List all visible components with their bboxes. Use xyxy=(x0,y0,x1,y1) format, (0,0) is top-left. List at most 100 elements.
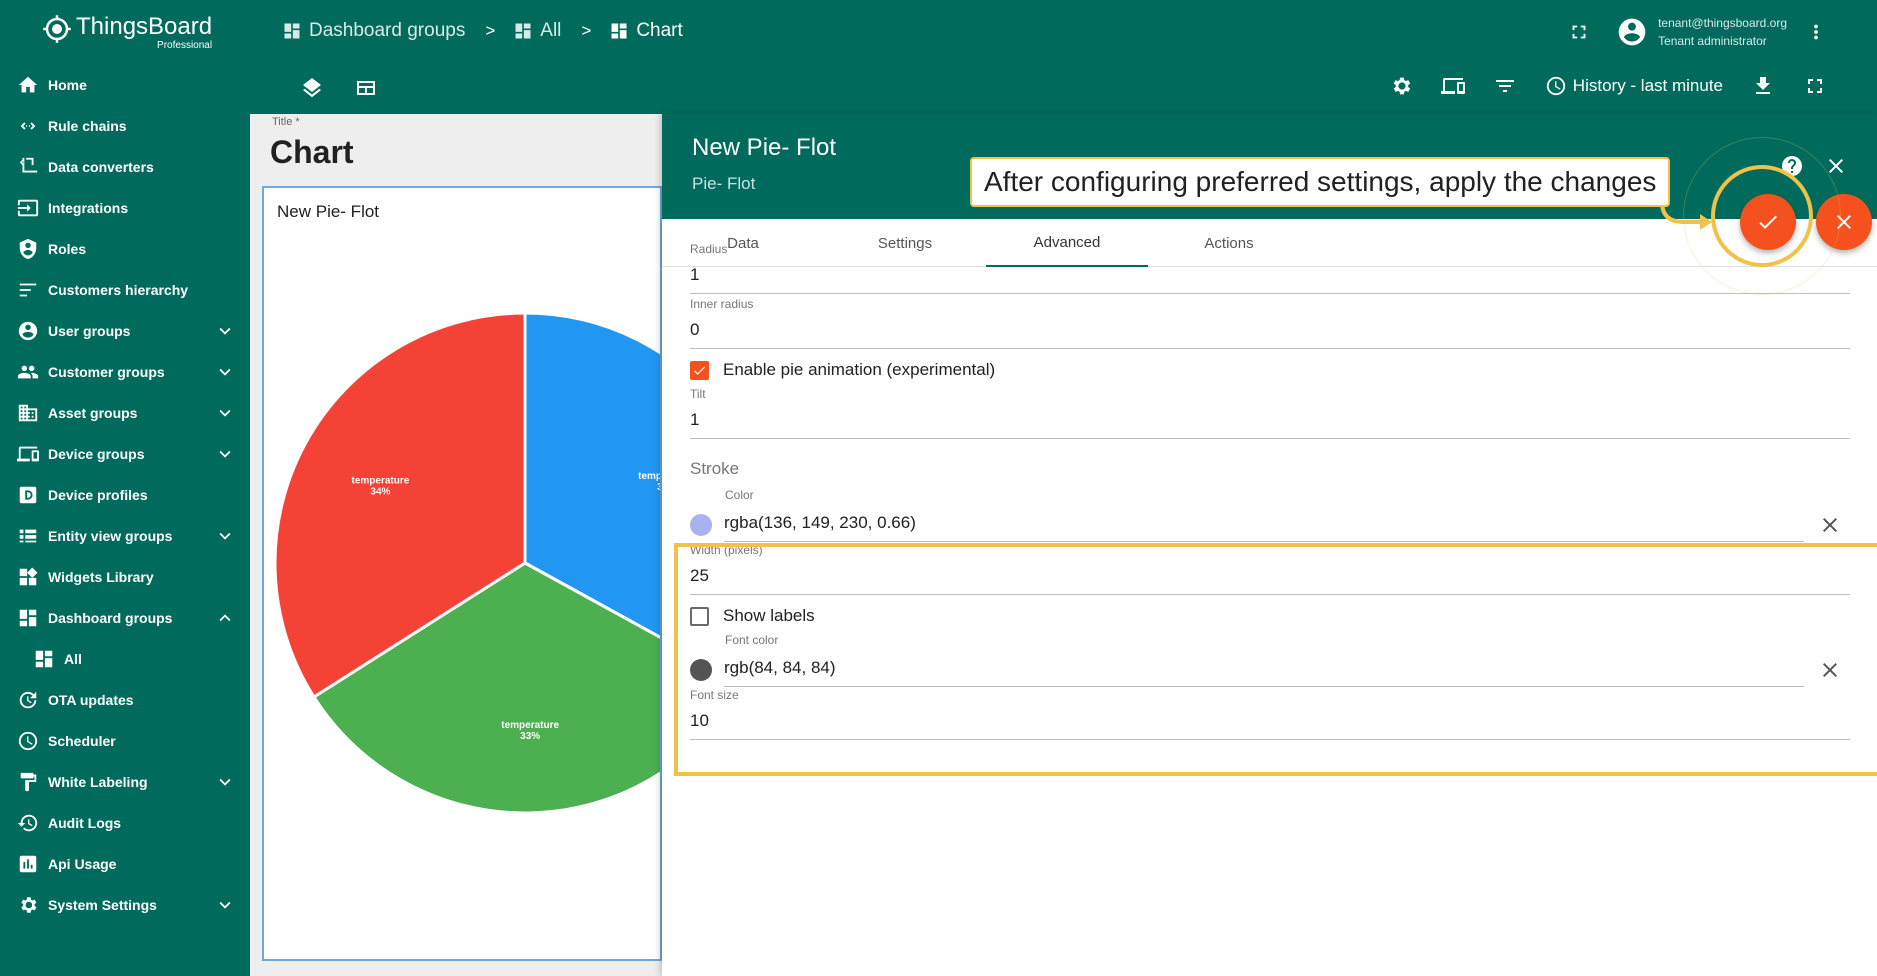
fullscreen-icon[interactable] xyxy=(1568,21,1590,43)
sidebar-item-white-labeling[interactable]: White Labeling xyxy=(0,761,250,802)
breadcrumb-label: All xyxy=(540,20,562,41)
checkbox-unchecked[interactable] xyxy=(690,606,709,626)
breadcrumb-dashboard-groups[interactable]: Dashboard groups xyxy=(282,20,465,42)
stroke-width-input[interactable]: 25 xyxy=(690,566,1850,595)
tilt-input[interactable]: 1 xyxy=(690,410,1850,439)
clear-icon[interactable] xyxy=(1818,513,1842,537)
layers-icon[interactable] xyxy=(300,76,324,100)
sidebar-item-customer-groups[interactable]: Customer groups xyxy=(0,351,250,392)
ota-updates-icon xyxy=(16,688,40,712)
account-circle-icon[interactable] xyxy=(1616,16,1648,48)
sidebar-item-user-groups[interactable]: User groups xyxy=(0,310,250,351)
dashboard-title-label: Title * xyxy=(272,116,300,128)
sidebar-item-rule-chains[interactable]: Rule chains xyxy=(0,105,250,146)
stroke-color-field[interactable]: Color rgba(136, 149, 230, 0.66) xyxy=(690,488,1850,542)
chevron-up-icon[interactable] xyxy=(214,607,236,629)
inner-radius-input[interactable]: 0 xyxy=(690,320,1850,349)
filter-icon[interactable] xyxy=(1493,74,1517,98)
chevron-down-icon[interactable] xyxy=(214,320,236,342)
history-timewindow[interactable]: History - last minute xyxy=(1545,75,1723,97)
fullscreen-icon[interactable] xyxy=(1803,74,1827,98)
tilt-label: Tilt xyxy=(690,387,706,401)
brand-sub: Professional xyxy=(157,40,213,51)
font-size-input[interactable]: 10 xyxy=(690,711,1850,740)
stroke-color-swatch[interactable] xyxy=(690,513,712,536)
font-color-input[interactable]: rgb(84, 84, 84) xyxy=(724,652,1804,687)
breadcrumb-chart: Chart xyxy=(609,20,683,42)
tilt-field[interactable]: Tilt 1 xyxy=(690,387,1850,439)
sidebar-item-system-settings[interactable]: System Settings xyxy=(0,884,250,925)
home-icon xyxy=(16,73,40,97)
chevron-down-icon[interactable] xyxy=(214,771,236,793)
sidebar-item-dashboard-groups[interactable]: Dashboard groups xyxy=(0,597,250,638)
chevron-down-icon[interactable] xyxy=(214,894,236,916)
highlight-ring-outer xyxy=(1683,137,1841,295)
font-color-swatch[interactable] xyxy=(690,658,712,681)
font-size-label: Font size xyxy=(690,688,739,702)
tab-advanced[interactable]: Advanced xyxy=(986,219,1148,267)
sidebar-item-entity-view-groups[interactable]: Entity view groups xyxy=(0,515,250,556)
pie-widget[interactable]: temperature33%temperature33%temperature3… xyxy=(262,186,662,961)
sidebar-item-label: User groups xyxy=(48,322,131,339)
sidebar-item-audit-logs[interactable]: Audit Logs xyxy=(0,802,250,843)
sidebar-item-customers-hierarchy[interactable]: Customers hierarchy xyxy=(0,269,250,310)
more-vert-icon[interactable] xyxy=(1805,21,1827,43)
asset-groups-icon xyxy=(16,401,40,425)
show-labels-checkbox[interactable]: Show labels xyxy=(690,606,815,626)
sidebar-item-ota-updates[interactable]: OTA updates xyxy=(0,679,250,720)
settings-icon[interactable] xyxy=(1389,74,1413,98)
sidebar-item-roles[interactable]: Roles xyxy=(0,228,250,269)
breadcrumb-label: Chart xyxy=(636,20,683,41)
integrations-icon xyxy=(16,196,40,220)
chevron-down-icon[interactable] xyxy=(214,443,236,465)
radius-field[interactable]: Radius 1 xyxy=(690,242,1850,294)
pie-slice-percent-1: 33% xyxy=(520,731,540,742)
sidebar-item-label: Integrations xyxy=(48,199,129,216)
font-size-field[interactable]: Font size 10 xyxy=(690,688,1850,740)
dashboard-groups-icon xyxy=(16,606,40,630)
sidebar: ThingsBoard Professional Home Rule chains… xyxy=(0,0,250,976)
pie-animation-checkbox[interactable]: Enable pie animation (experimental) xyxy=(690,360,995,380)
clear-icon[interactable] xyxy=(1818,658,1842,682)
sidebar-item-widgets-library[interactable]: Widgets Library xyxy=(0,556,250,597)
sidebar-item-label: Scheduler xyxy=(48,732,116,749)
checkbox-checked[interactable] xyxy=(690,360,709,380)
sidebar-item-device-profiles[interactable]: Device profiles xyxy=(0,474,250,515)
sidebar-item-all[interactable]: All xyxy=(0,638,250,679)
sidebar-item-scheduler[interactable]: Scheduler xyxy=(0,720,250,761)
sidebar-item-data-converters[interactable]: Data converters xyxy=(0,146,250,187)
chevron-down-icon[interactable] xyxy=(214,361,236,383)
stroke-color-input[interactable]: rgba(136, 149, 230, 0.66) xyxy=(724,507,1804,542)
radius-input[interactable]: 1 xyxy=(690,265,1850,294)
sidebar-item-integrations[interactable]: Integrations xyxy=(0,187,250,228)
devices-icon[interactable] xyxy=(1440,74,1465,98)
pie-slice-0[interactable] xyxy=(273,311,527,700)
dashboard-title[interactable]: Chart xyxy=(270,134,354,170)
tab-settings[interactable]: Settings xyxy=(877,234,933,252)
show-labels-label: Show labels xyxy=(723,606,815,625)
download-icon[interactable] xyxy=(1751,74,1775,98)
breadcrumb-all[interactable]: All xyxy=(513,20,561,42)
pie-slice-2[interactable] xyxy=(523,311,660,683)
chevron-down-icon[interactable] xyxy=(214,525,236,547)
sidebar-item-api-usage[interactable]: Api Usage xyxy=(0,843,250,884)
font-color-field[interactable]: Font color rgb(84, 84, 84) xyxy=(690,633,1850,687)
logo[interactable]: ThingsBoard Professional xyxy=(42,14,212,54)
pie-slice-1[interactable] xyxy=(311,561,660,815)
dashboard-icon xyxy=(611,23,627,39)
tab-actions[interactable]: Actions xyxy=(1204,234,1254,252)
sidebar-item-device-groups[interactable]: Device groups xyxy=(0,433,250,474)
sidebar-item-asset-groups[interactable]: Asset groups xyxy=(0,392,250,433)
layout-icon[interactable] xyxy=(354,76,378,100)
dashboard-canvas: Title * Chart temperature33%temperature3… xyxy=(250,114,662,976)
inner-radius-field[interactable]: Inner radius 0 xyxy=(690,297,1850,349)
chevron-down-icon[interactable] xyxy=(214,402,236,424)
sidebar-item-home[interactable]: Home xyxy=(0,64,250,105)
sidebar-item-label: Asset groups xyxy=(48,404,138,421)
close-icon[interactable] xyxy=(1824,154,1848,178)
sidebar-item-label: Dashboard groups xyxy=(48,609,173,626)
check-icon xyxy=(694,365,706,375)
tab-data[interactable]: Data xyxy=(727,234,759,252)
brand-name: ThingsBoard xyxy=(76,13,213,40)
tutorial-tooltip: After configuring preferred settings, ap… xyxy=(970,157,1671,207)
